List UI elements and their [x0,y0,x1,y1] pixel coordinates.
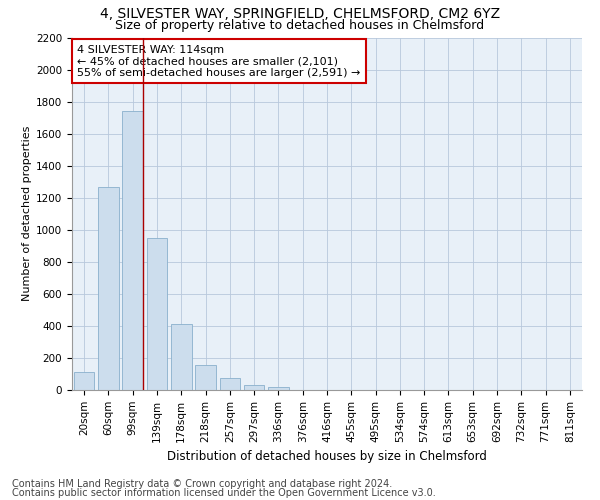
Bar [220,378,240,390]
Bar [74,372,94,390]
Bar [171,324,191,390]
Bar [195,365,216,390]
Bar [98,186,119,390]
Bar [268,387,289,390]
Text: 4, SILVESTER WAY, SPRINGFIELD, CHELMSFORD, CM2 6YZ: 4, SILVESTER WAY, SPRINGFIELD, CHELMSFOR… [100,8,500,22]
X-axis label: Distribution of detached houses by size in Chelmsford: Distribution of detached houses by size … [167,450,487,463]
Text: Size of property relative to detached houses in Chelmsford: Size of property relative to detached ho… [115,19,485,32]
Bar [122,111,143,390]
Text: Contains HM Land Registry data © Crown copyright and database right 2024.: Contains HM Land Registry data © Crown c… [12,479,392,489]
Bar [146,238,167,390]
Y-axis label: Number of detached properties: Number of detached properties [22,126,32,302]
Text: 4 SILVESTER WAY: 114sqm
← 45% of detached houses are smaller (2,101)
55% of semi: 4 SILVESTER WAY: 114sqm ← 45% of detache… [77,44,361,78]
Text: Contains public sector information licensed under the Open Government Licence v3: Contains public sector information licen… [12,488,436,498]
Bar [244,385,265,390]
